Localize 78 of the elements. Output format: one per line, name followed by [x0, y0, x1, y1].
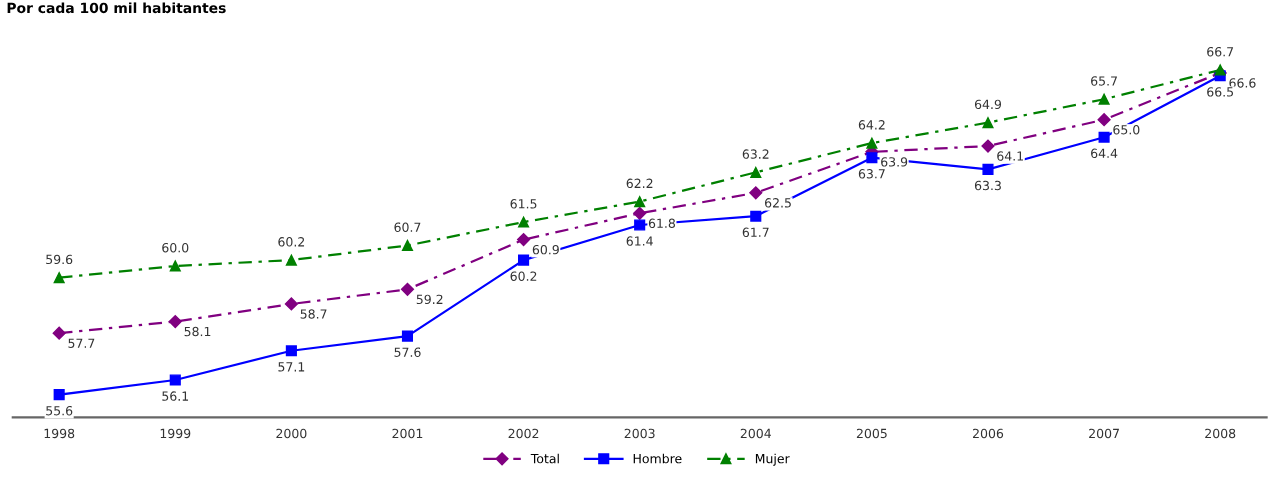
point [53, 272, 65, 284]
data-label: 66.7 [1207, 46, 1234, 57]
point [518, 254, 530, 266]
data-label: 61.7 [742, 227, 769, 238]
x-tick-label: 2000 [276, 428, 307, 439]
x-tick-label: 2001 [392, 428, 423, 439]
x-tick-label: 2004 [740, 428, 771, 439]
data-label: 58.1 [184, 326, 211, 337]
point [168, 314, 182, 329]
x-tick-label: 2008 [1205, 428, 1236, 439]
point [169, 374, 181, 386]
point [749, 186, 763, 200]
data-label: 57.7 [68, 338, 95, 348]
point [1214, 64, 1226, 76]
x-tick-label: 2007 [1089, 428, 1119, 439]
point [633, 206, 647, 220]
data-label: 65.0 [1113, 124, 1140, 135]
data-label: 59.2 [416, 294, 443, 305]
data-label: 59.6 [46, 254, 73, 265]
x-tick-label: 1999 [160, 428, 191, 439]
point [401, 239, 414, 252]
data-label: 60.2 [510, 271, 537, 281]
point [981, 139, 995, 153]
data-label: 64.2 [858, 120, 885, 130]
point [866, 137, 878, 149]
point [53, 389, 65, 401]
data-label: 61.4 [626, 236, 653, 246]
data-label: 60.9 [532, 244, 559, 255]
data-label: 55.6 [46, 405, 73, 416]
point [750, 210, 762, 222]
x-tick-label: 1998 [44, 428, 75, 439]
data-label: 61.8 [648, 218, 675, 229]
data-label: 60.0 [162, 242, 189, 253]
data-label: 65.7 [1091, 76, 1117, 86]
data-label: 63.3 [974, 180, 1001, 191]
point [400, 282, 415, 296]
point [982, 163, 994, 175]
point [634, 196, 646, 208]
data-label: 62.5 [764, 198, 791, 208]
point [284, 297, 298, 311]
data-label: 63.2 [742, 149, 769, 159]
point [169, 260, 181, 272]
data-label: 57.1 [278, 362, 305, 372]
point [866, 152, 878, 164]
chart-title: Por cada 100 mil habitantes [7, 2, 226, 14]
data-label: 58.7 [300, 309, 327, 319]
point [401, 330, 414, 342]
data-label: 61.5 [510, 199, 537, 209]
point [52, 326, 66, 340]
data-label: 62.2 [626, 178, 653, 189]
data-label: 64.1 [997, 151, 1023, 161]
x-tick-label: 2005 [856, 428, 887, 439]
point [285, 345, 297, 357]
data-label: 66.5 [1207, 87, 1234, 97]
x-tick-label: 2006 [973, 428, 1004, 439]
data-label: 64.4 [1091, 148, 1118, 159]
data-label: 60.2 [278, 237, 305, 247]
data-label: 57.6 [394, 347, 421, 357]
data-label: 56.1 [162, 391, 189, 401]
data-label: 64.9 [974, 99, 1002, 110]
legend-label: Total [530, 453, 559, 464]
point [634, 219, 646, 231]
x-tick-label: 2002 [508, 428, 539, 439]
legend-label: Hombre [633, 453, 682, 464]
point [1098, 131, 1110, 143]
point [518, 216, 530, 228]
x-tick-label: 2003 [624, 428, 655, 439]
point [982, 117, 994, 129]
data-label: 60.7 [394, 222, 421, 232]
data-label: 63.7 [858, 169, 885, 179]
point [516, 233, 531, 247]
data-label: 66.6 [1229, 78, 1256, 88]
data-label: 63.9 [881, 157, 908, 167]
point [285, 254, 297, 266]
point [1097, 113, 1111, 127]
point [1098, 93, 1110, 105]
legend-label: Mujer [755, 453, 790, 466]
point [750, 166, 762, 178]
